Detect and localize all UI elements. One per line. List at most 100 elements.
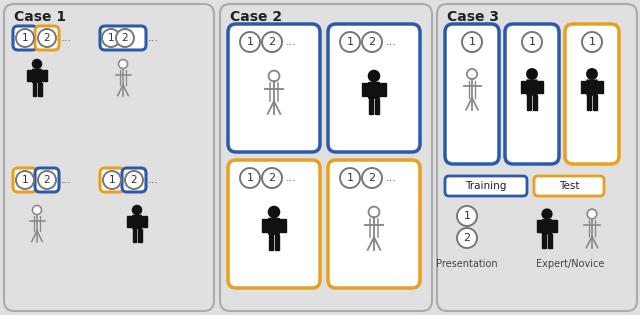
- FancyBboxPatch shape: [13, 26, 37, 50]
- Circle shape: [467, 69, 477, 79]
- Polygon shape: [593, 95, 597, 110]
- Text: 1: 1: [589, 37, 595, 47]
- FancyBboxPatch shape: [505, 24, 559, 164]
- Polygon shape: [141, 216, 147, 226]
- Text: 2: 2: [268, 37, 276, 47]
- Text: Presentation: Presentation: [436, 259, 498, 269]
- Polygon shape: [280, 219, 285, 232]
- FancyBboxPatch shape: [445, 24, 499, 164]
- Text: Test: Test: [559, 181, 579, 191]
- Text: Case 2: Case 2: [230, 10, 282, 24]
- Polygon shape: [42, 70, 47, 81]
- Polygon shape: [369, 99, 373, 114]
- Polygon shape: [275, 234, 280, 250]
- Circle shape: [268, 206, 280, 218]
- Text: 1: 1: [529, 37, 536, 47]
- Text: ...: ...: [61, 33, 72, 43]
- Polygon shape: [587, 95, 591, 110]
- Polygon shape: [362, 83, 369, 96]
- Text: 2: 2: [369, 173, 376, 183]
- Polygon shape: [38, 83, 42, 95]
- Text: 2: 2: [268, 173, 276, 183]
- Circle shape: [116, 29, 134, 47]
- Text: 1: 1: [22, 175, 28, 185]
- Polygon shape: [521, 81, 527, 93]
- Circle shape: [102, 29, 120, 47]
- Text: 1: 1: [108, 33, 115, 43]
- Text: Training: Training: [465, 181, 507, 191]
- Text: 1: 1: [463, 211, 470, 221]
- Circle shape: [457, 228, 477, 248]
- Circle shape: [125, 171, 143, 189]
- FancyBboxPatch shape: [526, 79, 538, 96]
- Text: 1: 1: [22, 33, 28, 43]
- Circle shape: [118, 60, 127, 68]
- Circle shape: [16, 29, 34, 47]
- Circle shape: [462, 32, 482, 52]
- Circle shape: [362, 32, 382, 52]
- FancyBboxPatch shape: [35, 168, 59, 192]
- Circle shape: [340, 32, 360, 52]
- Circle shape: [362, 168, 382, 188]
- FancyBboxPatch shape: [445, 176, 527, 196]
- FancyBboxPatch shape: [328, 160, 420, 288]
- Circle shape: [582, 32, 602, 52]
- FancyBboxPatch shape: [586, 79, 598, 96]
- Polygon shape: [138, 229, 141, 242]
- Text: ...: ...: [386, 173, 397, 183]
- Text: ...: ...: [61, 175, 72, 185]
- Circle shape: [16, 171, 34, 189]
- Polygon shape: [537, 81, 543, 93]
- Polygon shape: [127, 216, 132, 226]
- FancyBboxPatch shape: [268, 218, 280, 235]
- Circle shape: [32, 59, 42, 69]
- Text: 2: 2: [122, 33, 128, 43]
- Text: 1: 1: [246, 173, 253, 183]
- Text: ...: ...: [148, 175, 159, 185]
- Text: Case 3: Case 3: [447, 10, 499, 24]
- Circle shape: [132, 205, 142, 215]
- FancyBboxPatch shape: [122, 168, 146, 192]
- Text: 1: 1: [346, 173, 353, 183]
- Text: 1: 1: [109, 175, 115, 185]
- Text: ...: ...: [148, 33, 159, 43]
- Text: 1: 1: [346, 37, 353, 47]
- Polygon shape: [527, 95, 531, 110]
- Text: 2: 2: [463, 233, 470, 243]
- Circle shape: [240, 168, 260, 188]
- Circle shape: [368, 70, 380, 82]
- FancyBboxPatch shape: [32, 69, 42, 83]
- Text: 2: 2: [44, 175, 51, 185]
- Circle shape: [38, 171, 56, 189]
- FancyBboxPatch shape: [100, 26, 146, 50]
- FancyBboxPatch shape: [328, 24, 420, 152]
- FancyBboxPatch shape: [228, 160, 320, 288]
- Circle shape: [103, 171, 121, 189]
- Polygon shape: [375, 99, 380, 114]
- Polygon shape: [269, 234, 273, 250]
- Circle shape: [262, 168, 282, 188]
- Text: ...: ...: [286, 173, 297, 183]
- Circle shape: [33, 205, 42, 215]
- Polygon shape: [542, 234, 546, 248]
- Circle shape: [457, 206, 477, 226]
- FancyBboxPatch shape: [565, 24, 619, 164]
- FancyBboxPatch shape: [220, 4, 432, 311]
- Circle shape: [369, 207, 380, 217]
- Circle shape: [38, 29, 56, 47]
- Circle shape: [340, 168, 360, 188]
- Circle shape: [586, 68, 598, 80]
- Circle shape: [526, 68, 538, 80]
- Polygon shape: [28, 70, 33, 81]
- Text: ...: ...: [386, 37, 397, 47]
- FancyBboxPatch shape: [35, 26, 59, 50]
- Text: Case 1: Case 1: [14, 10, 66, 24]
- Circle shape: [269, 71, 280, 81]
- Polygon shape: [597, 81, 603, 93]
- Polygon shape: [533, 95, 537, 110]
- Text: 2: 2: [131, 175, 138, 185]
- Polygon shape: [548, 234, 552, 248]
- Text: 2: 2: [369, 37, 376, 47]
- Circle shape: [522, 32, 542, 52]
- FancyBboxPatch shape: [228, 24, 320, 152]
